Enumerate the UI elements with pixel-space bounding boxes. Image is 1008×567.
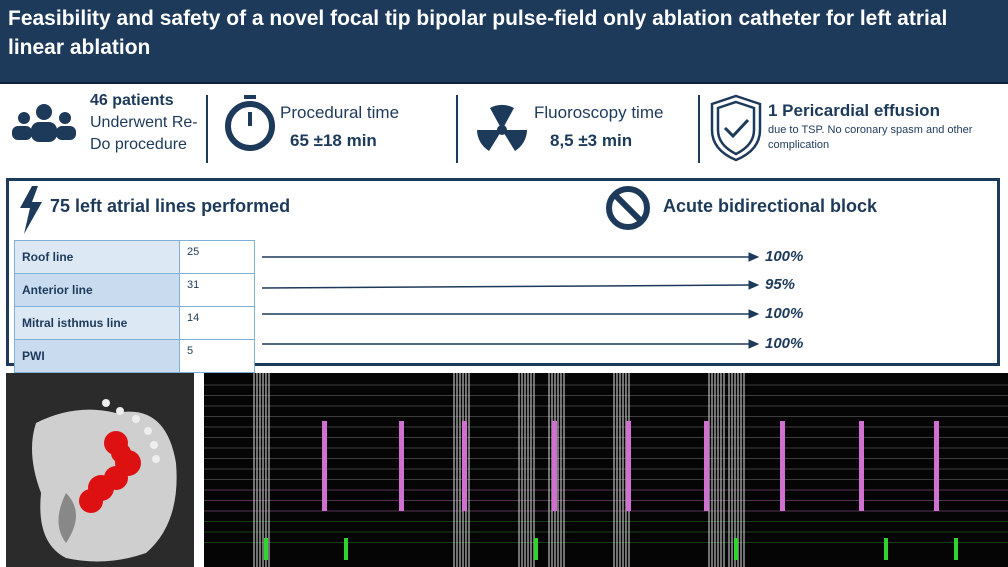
table-row: PWI 5 — [14, 339, 255, 373]
trace — [534, 538, 538, 560]
line-name: Anterior line — [14, 273, 180, 307]
arrow-head — [748, 280, 760, 290]
egm-tracing — [204, 373, 1008, 567]
table-row: Mitral isthmus line 14 — [14, 306, 255, 340]
box-icons — [20, 186, 760, 349]
line-name: Roof line — [14, 240, 180, 274]
stat-detail: due to TSP. No coronary spasm and other … — [768, 124, 973, 151]
lines-box — [6, 178, 1000, 366]
stat-headline: Fluoroscopy time — [534, 103, 664, 122]
table-row: Roof line 25 — [14, 240, 255, 274]
line-name: Mitral isthmus line — [14, 306, 180, 340]
trace — [552, 421, 557, 511]
arrow-head — [748, 309, 760, 319]
line-name: PWI — [14, 339, 180, 373]
section-title: 75 left atrial lines performed — [50, 196, 291, 216]
lines-table: Roof line 25 Anterior line 31 Mitral isthmus… — [14, 240, 255, 373]
stat: Fluoroscopy time 8,5 ±3 min — [534, 103, 663, 151]
table-row: Anterior line 31 — [14, 273, 255, 307]
stat-detail: 8,5 ±3 min — [550, 131, 633, 150]
line-count: 5 — [179, 339, 255, 373]
stat-detail: 65 ±18 min — [290, 131, 377, 150]
block-rate: 100% — [765, 248, 804, 265]
arrow-head — [748, 339, 760, 349]
stat: Procedural time 65 ±18 min — [280, 103, 399, 151]
separator — [698, 95, 700, 163]
line-count: 31 — [179, 273, 255, 307]
trace — [626, 421, 631, 511]
trace — [934, 421, 939, 511]
trace — [859, 421, 864, 511]
line-count: 14 — [179, 306, 255, 340]
stats-icons — [12, 94, 762, 162]
trace — [734, 538, 738, 560]
block-rate: 95% — [765, 276, 796, 293]
separator — [456, 95, 458, 163]
stat-headline: 46 patients — [90, 92, 174, 109]
trace — [264, 538, 268, 560]
section-title: Acute bidirectional block — [663, 196, 878, 216]
block-rate: 100% — [765, 305, 804, 322]
trace — [399, 421, 404, 511]
line-count: 25 — [179, 240, 255, 274]
separator — [206, 95, 208, 163]
trace — [462, 421, 467, 511]
trace — [322, 421, 327, 511]
stat-headline: Procedural time — [280, 103, 400, 122]
stat: 1 Pericardial effusion due to TSP. No co… — [768, 101, 1003, 153]
arrow — [261, 284, 751, 289]
title: Feasibility and safety of a novel focal … — [0, 0, 1008, 84]
trace — [704, 421, 709, 511]
trace — [954, 538, 958, 560]
trace — [344, 538, 348, 560]
arrow-head — [748, 252, 760, 262]
stat-headline: 1 Pericardial effusion — [768, 101, 940, 120]
block-rate: 100% — [765, 335, 804, 352]
anatomy-map — [6, 373, 194, 567]
stat-detail: Underwent Re-Do procedure — [90, 114, 198, 153]
stat: 46 patients Underwent Re-Do procedure — [90, 90, 200, 156]
trace — [884, 538, 888, 560]
trace — [780, 421, 785, 511]
